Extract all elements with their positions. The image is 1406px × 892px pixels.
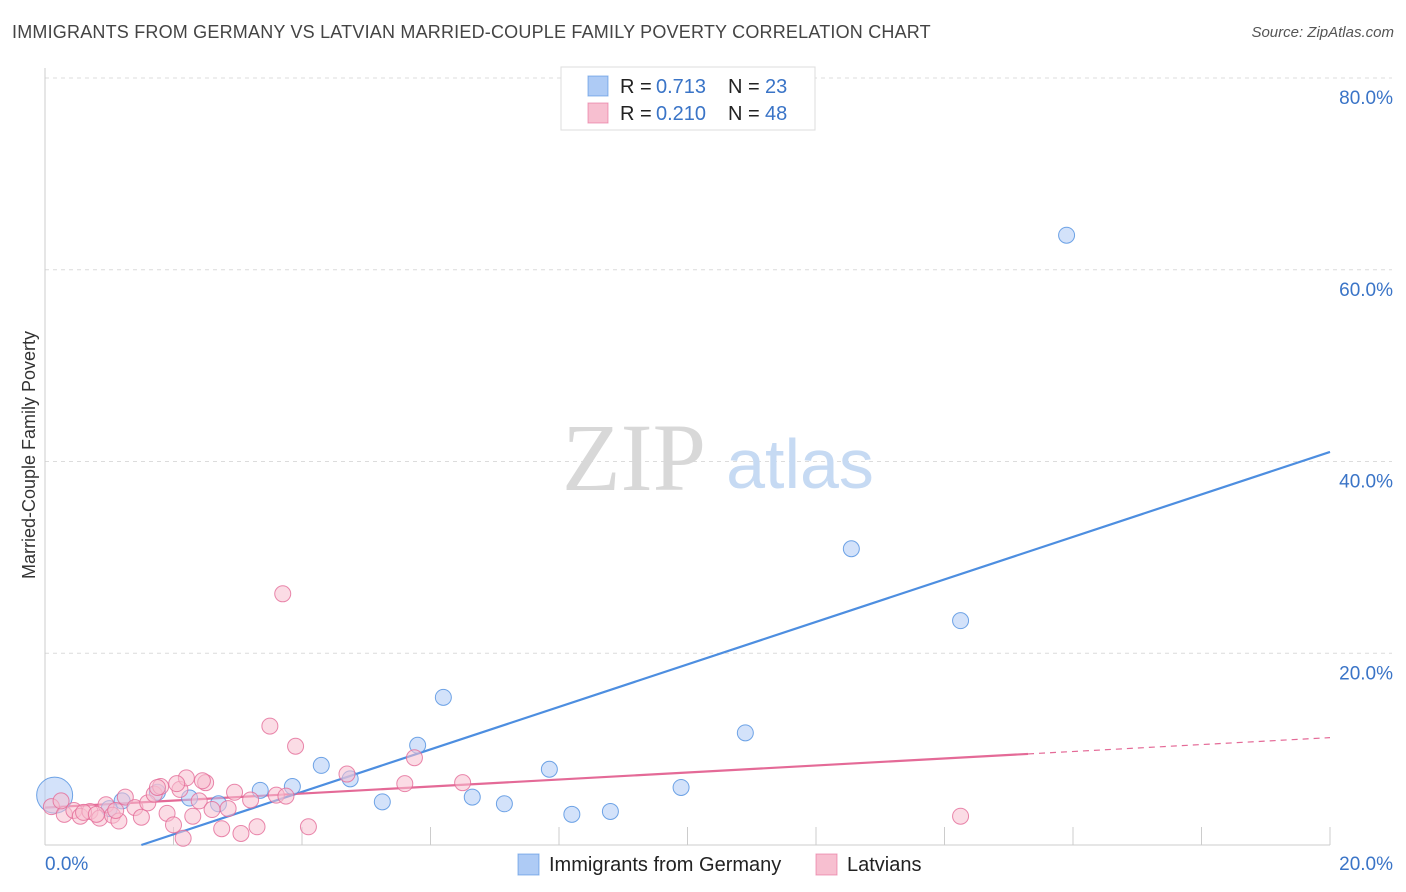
legend-n-value-germany: 23 (765, 76, 787, 98)
data-point-latvians (248, 818, 266, 836)
watermark-atlas: atlas (726, 425, 874, 503)
legend-r-value-germany: 0.713 (656, 76, 706, 98)
data-point-germany (952, 612, 970, 630)
top-legend: R = 0.713 N = 23 R = 0.210 N = 48 (560, 66, 816, 131)
data-point-germany (312, 756, 330, 774)
chart-source: Source: ZipAtlas.com (1251, 24, 1394, 41)
data-point-latvians (193, 772, 211, 790)
data-point-latvians (299, 818, 317, 836)
data-point-latvians (396, 775, 414, 793)
data-point-latvians (213, 820, 231, 838)
bottom-legend-swatch-germany (517, 853, 540, 876)
data-point-germany (434, 688, 452, 706)
data-point-latvians (184, 807, 202, 825)
data-point-latvians (226, 783, 244, 801)
data-point-latvians (168, 775, 186, 793)
x-tick-label: 20.0% (1339, 854, 1393, 875)
trend-line-latvians-extension (1027, 737, 1331, 755)
data-point-latvians (190, 792, 208, 810)
data-point-latvians (87, 805, 105, 823)
data-point-latvians (261, 717, 279, 735)
legend-n-label-latvians: N = (728, 103, 760, 125)
watermark-zip: ZIP (562, 404, 706, 511)
data-point-latvians (287, 737, 305, 755)
data-point-germany (563, 805, 581, 823)
data-point-latvians (107, 801, 125, 819)
data-point-latvians (242, 791, 260, 809)
data-point-germany (672, 778, 690, 796)
bottom-legend-swatch-latvians (815, 853, 838, 876)
data-point-germany (736, 724, 754, 742)
data-point-latvians (132, 808, 150, 826)
data-point-latvians (52, 792, 70, 810)
chart-title: IMMIGRANTS FROM GERMANY VS LATVIAN MARRI… (12, 22, 931, 42)
data-point-latvians (203, 801, 221, 819)
data-point-germany (373, 793, 391, 811)
data-point-latvians (219, 800, 237, 818)
data-point-latvians (405, 749, 423, 767)
data-point-germany (842, 540, 860, 558)
watermark: ZIP atlas (562, 404, 874, 511)
legend-swatch-latvians (587, 102, 609, 124)
legend-r-label-germany: R = (620, 76, 652, 98)
data-point-latvians (165, 816, 182, 834)
data-point-latvians (148, 778, 166, 796)
legend-n-label-germany: N = (728, 76, 760, 98)
trend-lines (44, 450, 1331, 847)
data-point-germany (1058, 226, 1076, 244)
y-tick-label: 80.0% (1339, 88, 1393, 109)
bottom-legend: Immigrants from Germany Latvians (517, 853, 922, 876)
legend-r-label-latvians: R = (620, 103, 652, 125)
y-axis-title: Married-Couple Family Poverty (19, 331, 39, 579)
grid-layer (45, 77, 1392, 654)
y-tick-label: 20.0% (1339, 663, 1393, 684)
y-tick-label: 40.0% (1339, 472, 1393, 493)
data-point-germany (601, 802, 619, 820)
bottom-legend-label-germany: Immigrants from Germany (549, 854, 781, 876)
data-point-latvians (116, 788, 134, 806)
data-point-latvians (274, 585, 292, 603)
legend-r-value-latvians: 0.210 (656, 103, 706, 125)
trend-line-latvians (44, 752, 1029, 809)
trend-line-germany (141, 450, 1331, 847)
data-point-latvians (232, 824, 250, 842)
data-point-latvians (174, 829, 192, 847)
legend-n-value-latvians: 48 (765, 103, 787, 125)
data-point-germany (495, 795, 513, 813)
data-point-germany (540, 760, 558, 778)
data-point-germany (463, 788, 481, 806)
bottom-legend-label-latvians: Latvians (847, 854, 922, 876)
data-point-latvians (454, 774, 472, 792)
data-point-latvians (952, 807, 970, 825)
data-point-latvians (338, 765, 356, 783)
y-tick-label: 60.0% (1339, 280, 1393, 301)
x-tick-label: 0.0% (45, 854, 88, 875)
legend-swatch-germany (587, 75, 609, 97)
axes-layer: 20.0% 40.0% 60.0% 80.0% 0.0% 20.0% (44, 68, 1393, 875)
data-points (36, 226, 1076, 847)
data-point-latvians (277, 787, 295, 805)
